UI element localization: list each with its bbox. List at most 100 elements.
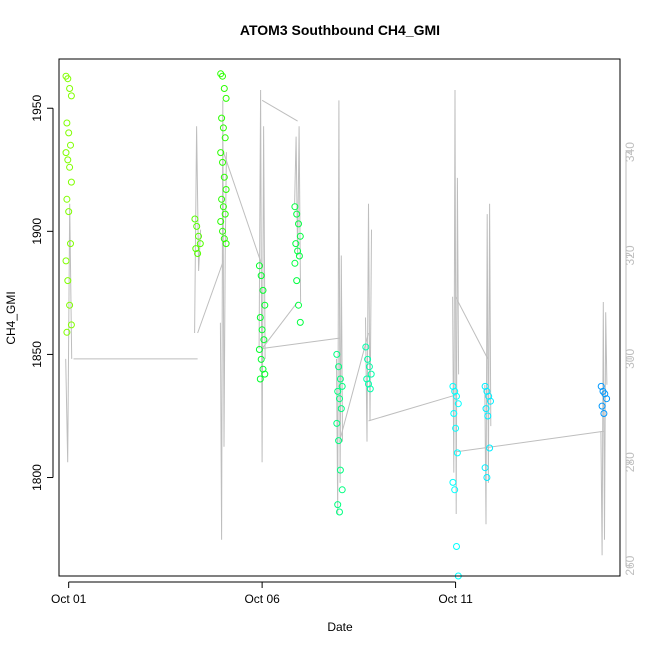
right-axis-line-segment [65, 203, 73, 463]
connector-line-3 [261, 99, 298, 122]
plot-frame [58, 58, 621, 577]
data-point [64, 277, 72, 285]
data-point [335, 437, 343, 445]
data-point [338, 486, 346, 494]
data-point [295, 220, 302, 228]
right-axis-line-segment [219, 100, 227, 540]
data-point [259, 286, 267, 294]
data-point [255, 346, 263, 353]
data-point [219, 227, 226, 235]
data-point [67, 92, 75, 100]
data-point [362, 343, 370, 351]
right-axis-line-segment [294, 126, 302, 303]
data-point [600, 410, 608, 417]
data-point [194, 250, 202, 257]
data-point [67, 321, 75, 329]
left-axis-tick-label: 1900 [30, 218, 44, 245]
data-point [483, 474, 491, 481]
data-point [217, 149, 225, 157]
left-axis-tick-label: 1850 [30, 341, 44, 368]
data-point [338, 382, 346, 390]
right-axis-series-layer [65, 89, 608, 556]
data-point [601, 390, 609, 398]
chart-title: ATOM3 Southbound CH4_GMI [240, 22, 440, 38]
data-point [336, 466, 344, 474]
data-point [219, 158, 226, 166]
right-axis-tick-label: 320 [623, 245, 637, 265]
data-point [260, 336, 268, 344]
data-point [453, 392, 460, 400]
data-point [192, 245, 200, 253]
data-point [486, 444, 494, 452]
data-point [481, 464, 489, 472]
data-point [256, 314, 264, 321]
data-point [219, 203, 227, 211]
connector-line-8 [455, 296, 489, 360]
data-point [218, 114, 226, 122]
data-point [483, 387, 491, 395]
data-point [293, 277, 301, 285]
data-point [219, 124, 227, 132]
data-point [337, 405, 345, 413]
connector-line-2 [222, 151, 263, 266]
data-point [296, 232, 304, 240]
right-axis-tick-label: 340 [623, 142, 637, 162]
axes-layer: 1800 1850 1900 1950 260 280 300 320 340 Oct 01 Oct… [30, 95, 637, 606]
right-axis-line-segment [336, 100, 343, 515]
connector-line-5 [262, 337, 340, 350]
data-point [257, 355, 265, 363]
data-point [365, 380, 372, 388]
data-point [487, 397, 494, 405]
data-point [295, 301, 302, 309]
data-point [67, 141, 74, 149]
data-point [222, 240, 230, 248]
data-point [334, 387, 342, 395]
right-axis-tick-label: 280 [623, 452, 637, 472]
data-point [65, 208, 73, 216]
data-point [220, 173, 228, 181]
data-point [257, 272, 265, 280]
data-point [217, 218, 225, 225]
data-point [259, 365, 267, 373]
x-axis-tick-label: Oct 06 [244, 592, 280, 606]
x-axis-label: Date [327, 620, 353, 634]
data-point [261, 301, 269, 309]
connector-line-6 [339, 332, 370, 442]
connector-line-4 [261, 301, 298, 349]
data-point [220, 235, 228, 243]
data-point [603, 395, 611, 403]
data-point [67, 178, 75, 186]
connector-line-7 [368, 394, 456, 422]
data-point [66, 85, 74, 92]
left-axis-tick-label: 1800 [30, 464, 44, 491]
data-point [66, 301, 74, 309]
data-point [484, 412, 492, 420]
data-point [258, 326, 266, 334]
data-point [64, 156, 72, 164]
right-axis-line-segment [484, 203, 492, 525]
data-point [453, 449, 461, 457]
data-point [291, 259, 299, 267]
data-point [451, 387, 459, 395]
data-point [364, 355, 372, 363]
right-axis-line-segment [452, 89, 460, 515]
data-point [63, 119, 71, 127]
data-point [367, 370, 375, 378]
data-point [196, 240, 204, 248]
right-axis-tick-label: 300 [623, 349, 637, 369]
data-point [333, 419, 341, 427]
data-point [261, 370, 269, 378]
data-point [482, 405, 490, 413]
data-point [450, 410, 458, 417]
data-point [63, 195, 71, 203]
data-point [449, 478, 457, 486]
left-axis-tick-label: 1950 [30, 95, 44, 122]
right-axis-line-segment [258, 89, 266, 463]
data-point [220, 85, 228, 92]
data-point [219, 72, 226, 80]
data-point [451, 486, 459, 494]
data-point [195, 232, 202, 240]
connector-line-9 [455, 430, 604, 453]
data-point [63, 328, 71, 336]
